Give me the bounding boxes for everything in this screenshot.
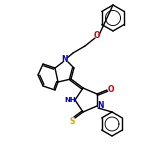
Text: N: N xyxy=(62,55,68,64)
Text: N: N xyxy=(98,102,104,111)
Text: S: S xyxy=(69,116,75,126)
Text: O: O xyxy=(108,85,114,95)
Text: NH: NH xyxy=(64,97,76,103)
Text: O: O xyxy=(94,31,100,40)
